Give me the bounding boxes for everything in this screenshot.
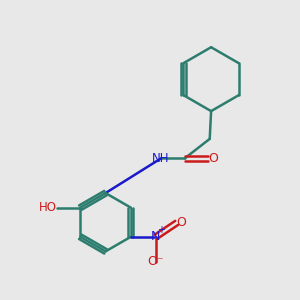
Text: N: N <box>151 230 160 243</box>
Text: O: O <box>177 216 187 230</box>
Text: O: O <box>208 152 218 165</box>
Text: +: + <box>158 225 165 235</box>
Text: O⁻: O⁻ <box>148 255 164 268</box>
Text: NH: NH <box>152 152 170 165</box>
Text: HO: HO <box>39 201 57 214</box>
